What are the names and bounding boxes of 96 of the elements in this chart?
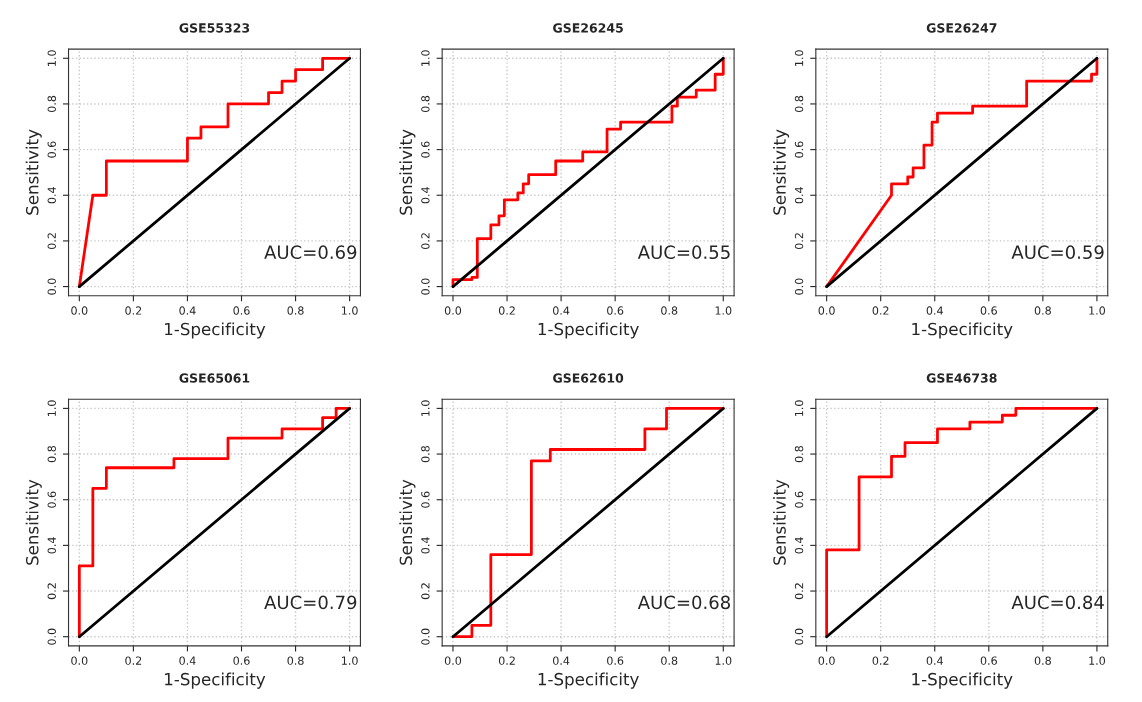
x-tick-label: 0.6 (607, 656, 624, 665)
x-tick-label: 0.8 (1034, 306, 1051, 315)
y-tick-label: 0.8 (794, 445, 804, 463)
y-axis-title: Sensitivity (25, 129, 42, 215)
y-tick-label: 0.2 (47, 583, 56, 600)
x-tick-label: 0.4 (179, 306, 196, 315)
y-tick-label: 1.0 (47, 50, 56, 66)
x-tick-label: 1.0 (342, 656, 358, 665)
y-tick-label: 0.8 (794, 95, 804, 113)
x-tick-label: 0.2 (498, 306, 515, 315)
x-axis-title: 1-Specificity (912, 672, 1013, 689)
x-tick-label: 0.0 (71, 306, 88, 315)
x-tick-label: 1.0 (1089, 656, 1106, 665)
y-axis-title: Sensitivity (25, 479, 42, 565)
x-tick-label: 0.2 (498, 656, 515, 665)
y-tick-label: 1.0 (421, 50, 430, 66)
y-tick-label: 0.6 (47, 491, 56, 508)
y-tick-label: 0.6 (794, 491, 804, 508)
x-axis-title: 1-Specificity (538, 322, 639, 339)
y-tick-label: 0.2 (421, 583, 430, 600)
annotation: AUC=0.79 (264, 595, 357, 610)
x-tick-label: 0.2 (125, 306, 142, 315)
x-tick-label: 1.0 (342, 306, 358, 315)
x-tick-label: 0.8 (287, 306, 304, 315)
x-tick-label: 0.0 (818, 306, 835, 315)
y-tick-label: 1.0 (47, 400, 56, 417)
chart-title: GSE26247 (926, 23, 997, 33)
y-tick-label: 0.0 (421, 628, 430, 645)
y-tick-label: 0.6 (794, 141, 804, 158)
x-tick-label: 0.4 (553, 306, 570, 315)
x-tick-label: 0.2 (872, 306, 889, 315)
x-tick-label: 0.6 (607, 306, 624, 315)
annotation: AUC=0.68 (637, 595, 730, 610)
x-tick-label: 0.8 (1034, 656, 1051, 665)
x-tick-label: 0.2 (125, 656, 142, 665)
annotation: AUC=0.69 (264, 245, 357, 260)
x-tick-label: 0.0 (71, 656, 88, 665)
x-tick-label: 0.8 (661, 656, 678, 665)
y-tick-label: 0.2 (794, 583, 804, 600)
y-tick-label: 0.0 (421, 278, 430, 295)
y-tick-label: 0.0 (794, 628, 804, 645)
x-tick-label: 0.0 (444, 306, 462, 315)
x-tick-label: 0.4 (926, 306, 943, 315)
y-tick-label: 0.6 (421, 491, 430, 508)
y-tick-label: 0.2 (421, 233, 430, 250)
y-axis-title: Sensitivity (772, 479, 790, 565)
y-tick-label: 1.0 (794, 50, 804, 66)
y-axis-title: Sensitivity (399, 129, 416, 215)
y-tick-label: 0.8 (47, 445, 56, 463)
y-axis-title: Sensitivity (772, 129, 790, 215)
x-tick-label: 0.4 (553, 656, 570, 665)
x-tick-label: 0.6 (980, 656, 997, 665)
x-tick-label: 0.0 (444, 656, 462, 665)
y-tick-label: 0.4 (47, 537, 56, 554)
x-axis-title: 1-Specificity (165, 672, 266, 689)
x-tick-label: 0.4 (926, 656, 943, 665)
y-tick-label: 0.4 (421, 537, 430, 554)
x-tick-label: 1.0 (715, 306, 732, 315)
y-tick-label: 0.2 (47, 233, 56, 250)
x-tick-label: 1.0 (715, 656, 732, 665)
chart-title: GSE46738 (926, 373, 997, 383)
y-tick-label: 0.8 (421, 95, 430, 113)
y-tick-label: 0.4 (794, 537, 804, 554)
chart-title: GSE62610 (553, 373, 624, 383)
y-tick-label: 1.0 (421, 400, 430, 417)
y-tick-label: 0.0 (794, 278, 804, 295)
x-tick-label: 1.0 (1089, 306, 1106, 315)
x-axis-title: 1-Specificity (912, 322, 1013, 339)
y-tick-label: 0.6 (47, 141, 56, 158)
y-tick-label: 0.0 (47, 628, 56, 645)
x-tick-label: 0.2 (872, 656, 889, 665)
y-tick-label: 0.2 (794, 233, 804, 250)
x-tick-label: 0.6 (233, 306, 250, 315)
x-tick-label: 0.8 (661, 306, 678, 315)
y-tick-label: 0.8 (47, 95, 56, 113)
chart-title: GSE55323 (179, 23, 250, 33)
x-tick-label: 0.4 (179, 656, 196, 665)
x-tick-label: 0.0 (818, 656, 835, 665)
x-tick-label: 0.8 (287, 656, 304, 665)
y-axis-title: Sensitivity (399, 479, 416, 565)
annotation: AUC=0.55 (637, 245, 730, 260)
chart-title: GSE26245 (553, 23, 623, 33)
x-tick-label: 0.6 (233, 656, 250, 665)
x-axis-title: 1-Specificity (165, 322, 266, 339)
y-tick-label: 0.4 (47, 187, 56, 204)
chart-title: GSE65061 (179, 373, 250, 383)
y-tick-label: 1.0 (794, 400, 804, 417)
y-tick-label: 0.4 (794, 187, 804, 204)
y-tick-label: 0.0 (47, 278, 56, 295)
y-tick-label: 0.4 (421, 187, 430, 204)
y-tick-label: 0.8 (421, 445, 430, 463)
x-tick-label: 0.6 (980, 306, 997, 315)
x-axis-title: 1-Specificity (538, 672, 639, 689)
annotation: AUC=0.59 (1011, 245, 1104, 260)
annotation: AUC=0.84 (1011, 595, 1104, 610)
y-tick-label: 0.6 (421, 141, 430, 158)
